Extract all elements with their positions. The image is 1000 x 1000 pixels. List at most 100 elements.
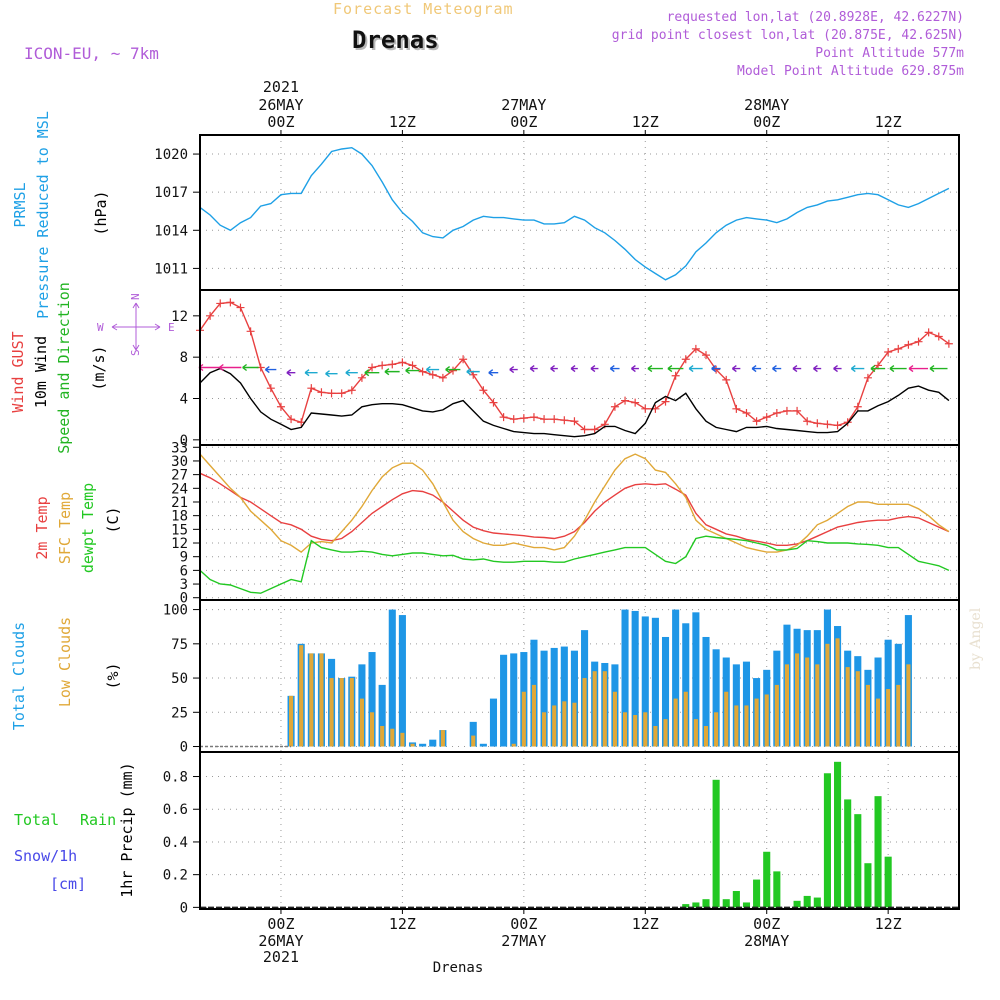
wind-gust-line-marker bbox=[438, 373, 447, 382]
temperature-ytick-label: 15 bbox=[171, 522, 188, 538]
low-cloud-bar bbox=[825, 643, 830, 747]
compass-w: W bbox=[97, 321, 104, 334]
wind-gust-line-marker bbox=[894, 344, 903, 353]
rain-bar bbox=[813, 897, 821, 908]
temp-sfc-line bbox=[199, 453, 950, 553]
low-cloud-bar bbox=[774, 684, 779, 747]
wind-gust-line-marker bbox=[418, 367, 427, 376]
temp-dewpt-line bbox=[199, 535, 950, 594]
wind-gust-line-marker bbox=[297, 418, 306, 427]
wind-direction-arrow bbox=[908, 364, 929, 373]
low-cloud-bar bbox=[622, 712, 628, 747]
rain-bar bbox=[884, 856, 892, 908]
top-hour-label: 12Z bbox=[875, 113, 902, 131]
rain-bar bbox=[854, 814, 862, 908]
top-hour-label: 00Z bbox=[753, 113, 780, 131]
wind-gust-line-marker bbox=[287, 415, 296, 424]
low-cloud-bar bbox=[369, 712, 375, 747]
wind-direction-arrow bbox=[751, 364, 762, 373]
low-cloud-bar bbox=[602, 671, 607, 747]
precip-label-rain: Rain bbox=[80, 811, 116, 829]
low-cloud-bar bbox=[703, 725, 709, 747]
total-cloud-bar bbox=[419, 743, 427, 747]
low-cloud-bar bbox=[896, 684, 901, 747]
wind-gust-line-marker bbox=[863, 373, 872, 382]
compass-s: S bbox=[129, 349, 142, 356]
wind-direction-arrow bbox=[833, 364, 842, 373]
wind-gust-line-marker bbox=[803, 417, 812, 426]
wind-gust-line-marker bbox=[519, 414, 528, 423]
pressure-ytick-label: 1011 bbox=[154, 261, 188, 277]
top-hour-label: 00Z bbox=[267, 113, 294, 131]
precip-label-snow: Snow/1h bbox=[14, 847, 77, 865]
wind-gust-line-marker bbox=[570, 417, 579, 426]
low-cloud-bar bbox=[552, 705, 557, 747]
wind-direction-arrow bbox=[218, 363, 242, 372]
grid-layer bbox=[200, 135, 959, 909]
wind-ytick-label: 12 bbox=[171, 309, 188, 325]
precip-label-unit: 1hr Precip (mm) bbox=[118, 762, 136, 897]
low-cloud-bar bbox=[633, 715, 638, 747]
wind-gust-line-marker bbox=[550, 415, 559, 424]
total-cloud-bar bbox=[712, 649, 720, 747]
wind-gust-line-marker bbox=[742, 408, 751, 417]
wind-gust-line-marker bbox=[580, 425, 589, 434]
temperature-ytick-label: 27 bbox=[171, 468, 188, 484]
rain-bar bbox=[823, 773, 831, 908]
temperature-ytick-label: 6 bbox=[180, 563, 188, 579]
low-cloud-bar bbox=[886, 689, 891, 747]
wind-gust-line-marker bbox=[449, 366, 457, 375]
low-cloud-bar bbox=[673, 698, 678, 747]
wind-direction-arrow bbox=[384, 368, 400, 376]
wind-gust-line-marker bbox=[307, 384, 316, 393]
wind-gust-line-marker bbox=[368, 363, 377, 372]
bottom-year-label: 2021 bbox=[263, 948, 299, 966]
precip-label-snow-unit: [cm] bbox=[50, 875, 86, 893]
wind-gust-line-marker bbox=[813, 419, 822, 428]
wind-gust-line-marker bbox=[914, 337, 923, 346]
wind-direction-arrow bbox=[792, 364, 802, 373]
clouds-ytick-label: 0 bbox=[180, 740, 188, 756]
precip-ytick-label: 0.8 bbox=[163, 770, 188, 786]
precip-ytick-label: 0.4 bbox=[163, 835, 188, 851]
wind-label-10m: 10m Wind bbox=[32, 336, 50, 408]
wind-gust-line-marker bbox=[762, 413, 771, 422]
wind-gust-line-marker bbox=[529, 413, 538, 422]
wind-ytick-label: 0 bbox=[180, 433, 188, 449]
prmsl-line bbox=[199, 146, 950, 281]
wind-gust-line-marker bbox=[236, 303, 245, 312]
wind-gust-line-marker bbox=[691, 344, 700, 353]
wind-label-gust: Wind GUST bbox=[9, 331, 27, 412]
bottom-hour-label: 00Z bbox=[267, 915, 294, 933]
low-cloud-bar bbox=[744, 705, 749, 747]
total-cloud-bar bbox=[641, 616, 649, 747]
wind-gust-line-marker bbox=[621, 396, 630, 405]
clouds-ytick-label: 50 bbox=[171, 671, 188, 687]
cloud-label-total: Total Clouds bbox=[10, 622, 28, 730]
low-cloud-bar bbox=[653, 725, 658, 747]
bottom-hour-label: 12Z bbox=[632, 915, 659, 933]
wind-direction-arrow bbox=[445, 366, 461, 374]
wind-gust-line-marker bbox=[793, 406, 802, 415]
wind-direction-arrow bbox=[286, 369, 296, 377]
temp-label-sfc: SFC Temp bbox=[56, 492, 74, 564]
total-cloud-bar bbox=[500, 654, 508, 747]
wind-gust-line-marker bbox=[641, 404, 650, 413]
top-hour-label: 12Z bbox=[389, 113, 416, 131]
wind-direction-arrow bbox=[509, 366, 518, 374]
wind-gust-line-marker bbox=[479, 386, 488, 395]
wind-gust-line-marker bbox=[509, 415, 518, 424]
low-cloud-bar bbox=[795, 653, 800, 747]
top-date-label: 28MAY bbox=[744, 96, 789, 114]
rain-bar bbox=[874, 796, 882, 908]
rain-bar bbox=[722, 899, 730, 908]
wind-gust-line-marker bbox=[428, 370, 437, 379]
low-cloud-bar bbox=[339, 678, 344, 747]
low-cloud-bar bbox=[663, 719, 668, 747]
low-cloud-bar bbox=[440, 730, 445, 747]
temp-2m-line bbox=[199, 472, 950, 546]
wind-gust-line-marker bbox=[610, 402, 619, 411]
total-cloud-bar bbox=[702, 636, 710, 747]
pressure-frame bbox=[199, 134, 960, 291]
wind-direction-arrow bbox=[731, 364, 741, 373]
